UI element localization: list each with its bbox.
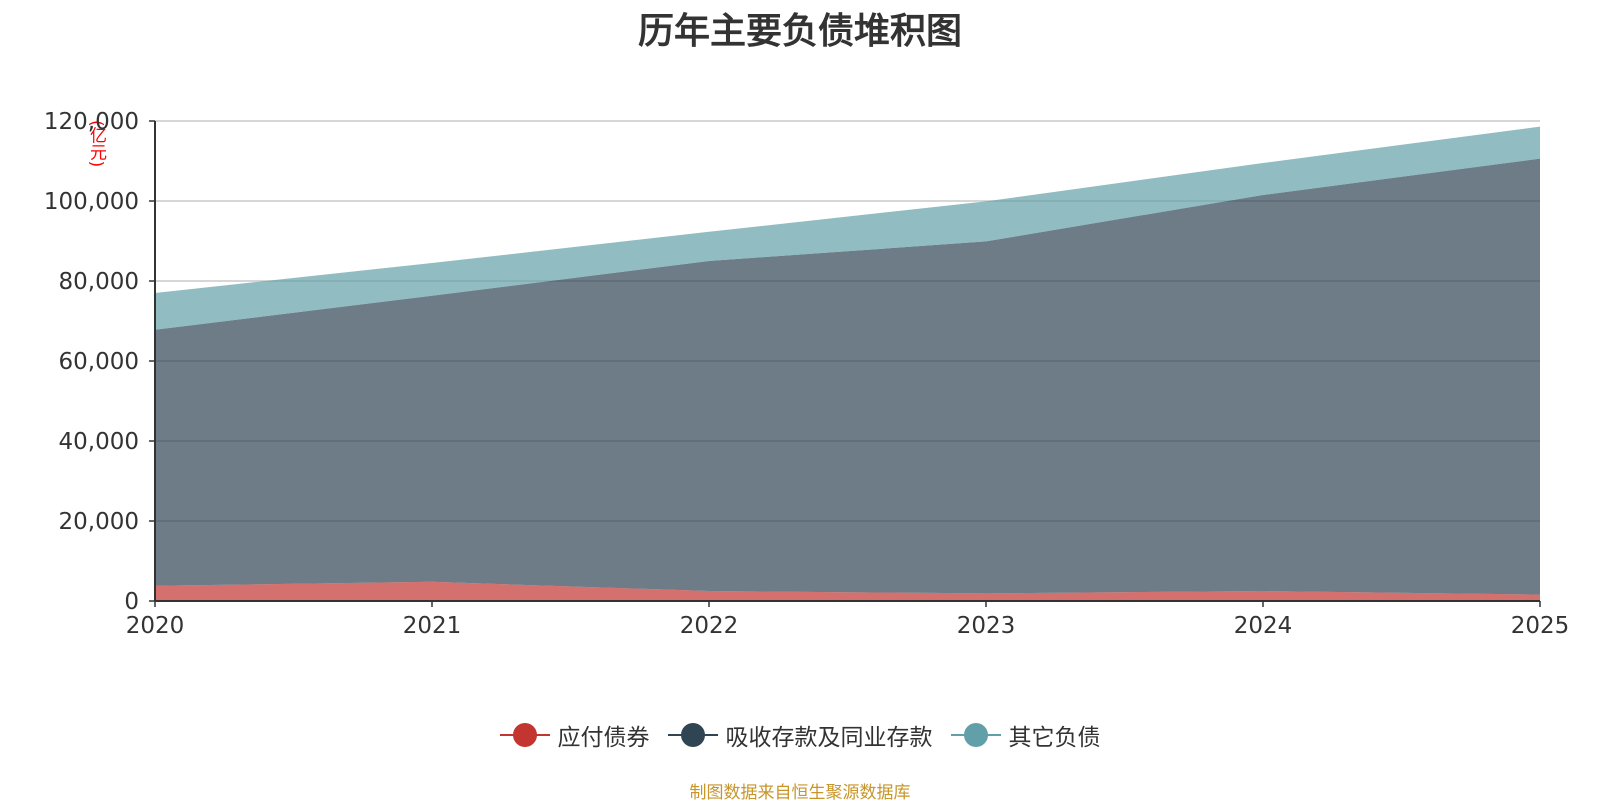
chart-title: 历年主要负债堆积图: [637, 11, 962, 52]
legend-item-bonds[interactable]: 应付债券: [499, 718, 650, 752]
x-tick-label: 2024: [1234, 613, 1293, 639]
legend-label-deposits: 吸收存款及同业存款: [725, 725, 933, 751]
data-source-note: 制图数据来自恒生聚源数据库: [689, 783, 911, 803]
legend-marker-other: [950, 722, 1001, 748]
x-tick-label: 2021: [403, 613, 462, 639]
y-tick-label: 120,000: [44, 109, 139, 135]
x-tick-label: 2020: [126, 613, 185, 639]
y-tick-label: 0: [124, 589, 139, 615]
y-tick-label: 60,000: [59, 349, 139, 375]
area-series-2: [155, 126, 1540, 330]
x-tick-label: 2025: [1511, 613, 1570, 639]
legend-item-other[interactable]: 其它负债: [950, 718, 1101, 752]
area-series-0: [155, 581, 1540, 601]
area-series-1: [155, 158, 1540, 595]
y-axis-unit-label: (亿元): [86, 120, 106, 168]
legend-marker-deposits: [667, 722, 718, 748]
x-tick-label: 2022: [680, 613, 739, 639]
y-tick-label: 20,000: [59, 509, 139, 535]
legend-item-deposits[interactable]: 吸收存款及同业存款: [667, 718, 933, 752]
legend-label-other: 其它负债: [1008, 725, 1101, 751]
x-tick-label: 2023: [957, 613, 1016, 639]
legend-marker-bonds: [499, 722, 550, 748]
legend-label-bonds: 应付债券: [557, 725, 650, 751]
y-tick-label: 100,000: [44, 189, 139, 215]
y-tick-label: 40,000: [59, 429, 139, 455]
area-series: [155, 126, 1540, 601]
axes: 0 20,000 40,000 60,000 80,000 100,000 120,000 2…: [44, 109, 1569, 639]
legend: 应付债券 吸收存款及同业存款 其它负债: [0, 718, 1600, 752]
y-tick-label: 80,000: [59, 269, 139, 295]
